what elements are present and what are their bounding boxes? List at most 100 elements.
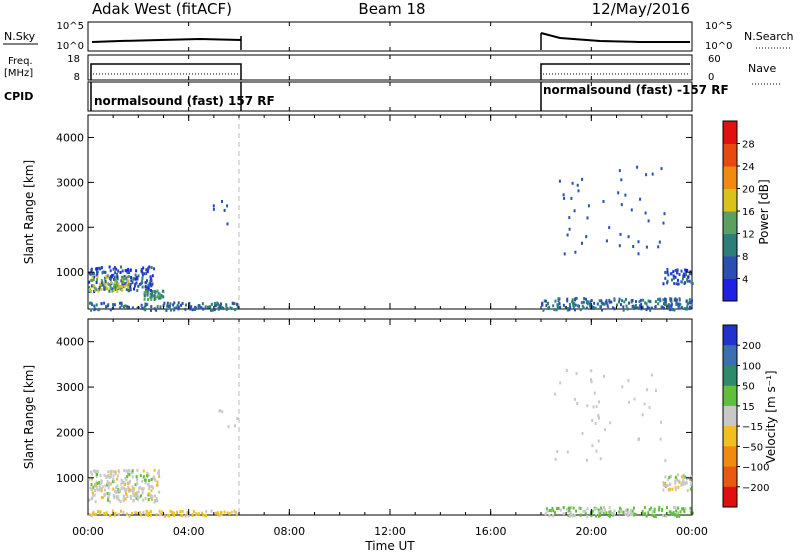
power-cell <box>666 281 669 285</box>
power-cell <box>620 178 623 182</box>
velocity-cell <box>633 397 636 401</box>
velocity-colorbar-tick-label: 100 <box>742 361 761 372</box>
power-cell <box>151 293 154 297</box>
power-cell <box>149 296 152 300</box>
power-cell <box>189 307 192 311</box>
power-sparse-echoes <box>212 165 666 256</box>
velocity-colorbar-swatch <box>723 325 737 346</box>
velocity-cell <box>662 514 665 518</box>
velocity-cell <box>220 512 223 516</box>
power-cell <box>101 271 104 275</box>
power-cell <box>575 296 578 300</box>
power-cell <box>555 308 558 312</box>
power-cell <box>545 304 548 308</box>
power-cell <box>574 308 576 312</box>
power-cell <box>146 302 149 306</box>
velocity-cell <box>599 512 602 516</box>
velocity-cell <box>576 402 579 405</box>
velocity-cell <box>609 421 612 425</box>
velocity-cell <box>236 417 239 420</box>
velocity-cell <box>621 385 624 389</box>
velocity-cell <box>235 511 238 515</box>
velocity-cell <box>115 486 118 489</box>
power-cell <box>128 275 131 278</box>
power-cell <box>115 284 118 287</box>
power-cell <box>202 307 205 311</box>
power-colorbar-swatch <box>723 143 737 167</box>
power-cell <box>113 277 116 281</box>
velocity-cell <box>98 483 101 487</box>
power-cell <box>156 305 159 309</box>
velocity-cell <box>645 514 648 518</box>
power-cell <box>219 305 222 309</box>
velocity-cell <box>675 515 678 518</box>
velocity-cell <box>595 507 598 510</box>
velocity-cell <box>122 481 125 484</box>
velocity-cell <box>670 512 673 516</box>
power-cell <box>95 287 98 291</box>
power-cell <box>89 272 92 276</box>
power-cell <box>125 283 128 287</box>
power-cell <box>620 203 623 207</box>
velocity-cell <box>149 496 152 500</box>
x-tick-label: 00:00 <box>676 525 708 538</box>
velocity-cell <box>124 491 127 495</box>
power-cell <box>147 297 150 301</box>
velocity-colorbar-tick-label: −100 <box>742 463 769 474</box>
power-cell <box>593 301 596 305</box>
velocity-cell <box>112 493 115 497</box>
velocity-cell <box>107 483 110 487</box>
power-cell <box>670 302 673 306</box>
velocity-cell <box>150 485 153 489</box>
power-cell <box>569 305 572 309</box>
power-colorbar-swatch <box>723 121 737 144</box>
power-cell <box>158 296 161 300</box>
power-cell <box>579 308 582 312</box>
freq-label-line2: [MHz] <box>4 68 33 79</box>
power-cell <box>637 306 640 310</box>
velocity-cell <box>618 510 621 514</box>
velocity-cell <box>136 482 139 486</box>
power-cell <box>648 306 651 310</box>
velocity-cell <box>119 500 122 504</box>
power-ylabel: Slant Range [km] <box>22 160 36 264</box>
velocity-cell <box>674 479 677 483</box>
power-cell <box>233 302 236 306</box>
velocity-cell <box>626 513 629 517</box>
velocity-cell <box>115 490 118 494</box>
velocity-cell <box>118 498 121 502</box>
velocity-cell <box>151 497 153 501</box>
power-cell <box>148 284 151 288</box>
power-cell <box>109 284 112 287</box>
power-cell <box>107 282 110 286</box>
power-cell <box>632 245 635 248</box>
power-cell <box>90 284 93 288</box>
velocity-cell <box>105 512 108 516</box>
freq-trace-1 <box>90 63 242 80</box>
power-cell <box>147 289 150 293</box>
velocity-cell <box>127 468 130 472</box>
velocity-cell <box>662 488 665 492</box>
velocity-cell <box>678 481 681 484</box>
power-cell <box>147 286 150 290</box>
velocity-cell <box>216 511 219 515</box>
power-cell <box>150 295 153 299</box>
power-cell <box>681 277 684 281</box>
velocity-cell <box>134 483 137 487</box>
velocity-cell <box>673 506 675 510</box>
power-cell <box>688 307 691 311</box>
velocity-cell <box>219 409 222 413</box>
power-cell <box>136 289 139 292</box>
velocity-cell <box>105 475 108 479</box>
power-cell <box>638 300 641 304</box>
power-cell <box>663 302 665 306</box>
velocity-cell <box>202 513 205 517</box>
power-cell <box>90 308 93 312</box>
power-cell <box>673 308 676 312</box>
power-cell <box>225 304 228 308</box>
velocity-cell <box>690 474 693 478</box>
power-cell <box>150 289 153 292</box>
power-cell <box>93 271 95 275</box>
velocity-cell <box>108 492 111 496</box>
power-cell <box>122 277 125 281</box>
